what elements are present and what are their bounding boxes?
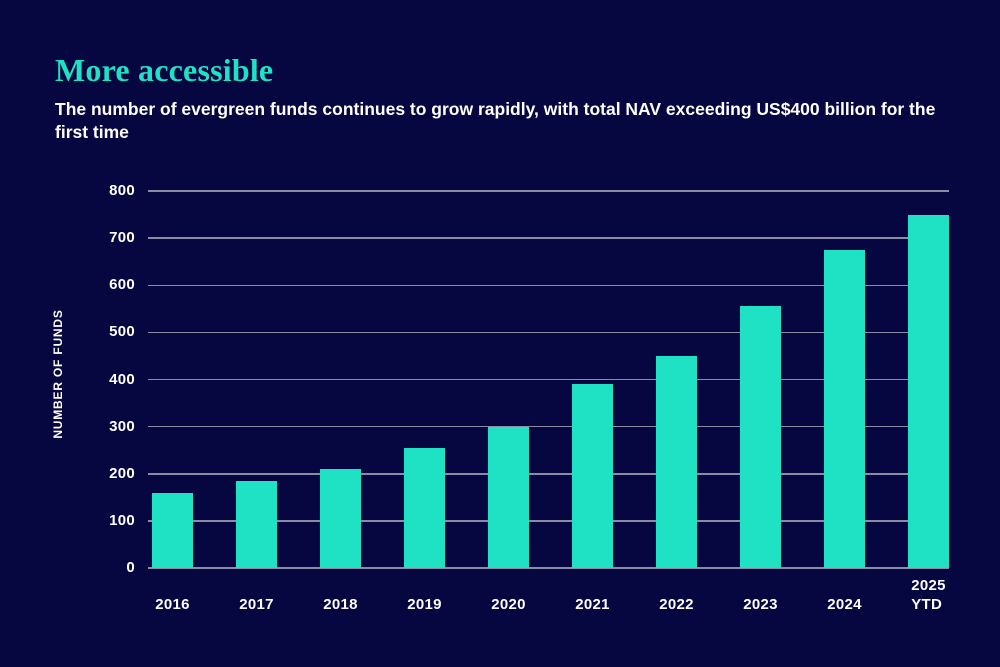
bar-2025-ytd xyxy=(908,215,949,568)
x-tick-label-2022: 2022 xyxy=(659,596,694,613)
gridline-100 xyxy=(148,520,949,522)
bar-2023 xyxy=(740,306,781,568)
gridline-500 xyxy=(148,331,949,334)
x-tick-label-2020: 2020 xyxy=(491,596,526,613)
bar-2017 xyxy=(236,481,277,568)
plot-area xyxy=(148,190,949,569)
y-tick-label-700: 700 xyxy=(109,229,135,247)
y-tick-label-500: 500 xyxy=(109,323,135,341)
gridline-300 xyxy=(148,425,949,428)
y-tick-label-400: 400 xyxy=(109,370,135,388)
gridline-700 xyxy=(148,237,949,239)
bar-2022 xyxy=(656,356,697,568)
x-tick-label-2025-ytd: 2025 YTD xyxy=(911,577,946,613)
x-tick-label-2018: 2018 xyxy=(323,596,358,613)
gridline-400 xyxy=(148,378,949,381)
x-tick-label-2024: 2024 xyxy=(827,596,862,613)
x-tick-label-2019: 2019 xyxy=(407,596,442,613)
y-tick-label-0: 0 xyxy=(126,559,135,576)
chart-subtitle: The number of evergreen funds continues … xyxy=(55,99,936,142)
bar-2020 xyxy=(488,427,529,568)
gridline-800 xyxy=(148,190,949,192)
y-tick-label-200: 200 xyxy=(109,464,135,482)
x-tick-label-2021: 2021 xyxy=(575,596,610,613)
gridline-600 xyxy=(148,284,949,286)
x-tick-label-2023: 2023 xyxy=(743,596,778,613)
y-tick-label-300: 300 xyxy=(109,417,135,435)
bar-2018 xyxy=(320,469,361,568)
bar-2021 xyxy=(572,384,613,568)
bar-2016 xyxy=(152,493,193,568)
y-tick-label-800: 800 xyxy=(109,182,135,199)
y-tick-label-600: 600 xyxy=(109,276,135,294)
bar-2024 xyxy=(824,250,865,568)
gridline-200 xyxy=(148,473,949,475)
x-tick-label-2017: 2017 xyxy=(239,596,274,613)
y-tick-label-100: 100 xyxy=(109,511,135,529)
x-tick-label-2016: 2016 xyxy=(155,596,190,613)
gridline-0 xyxy=(148,567,949,569)
page-title: More accessible xyxy=(55,52,274,88)
bar-2019 xyxy=(404,448,445,568)
